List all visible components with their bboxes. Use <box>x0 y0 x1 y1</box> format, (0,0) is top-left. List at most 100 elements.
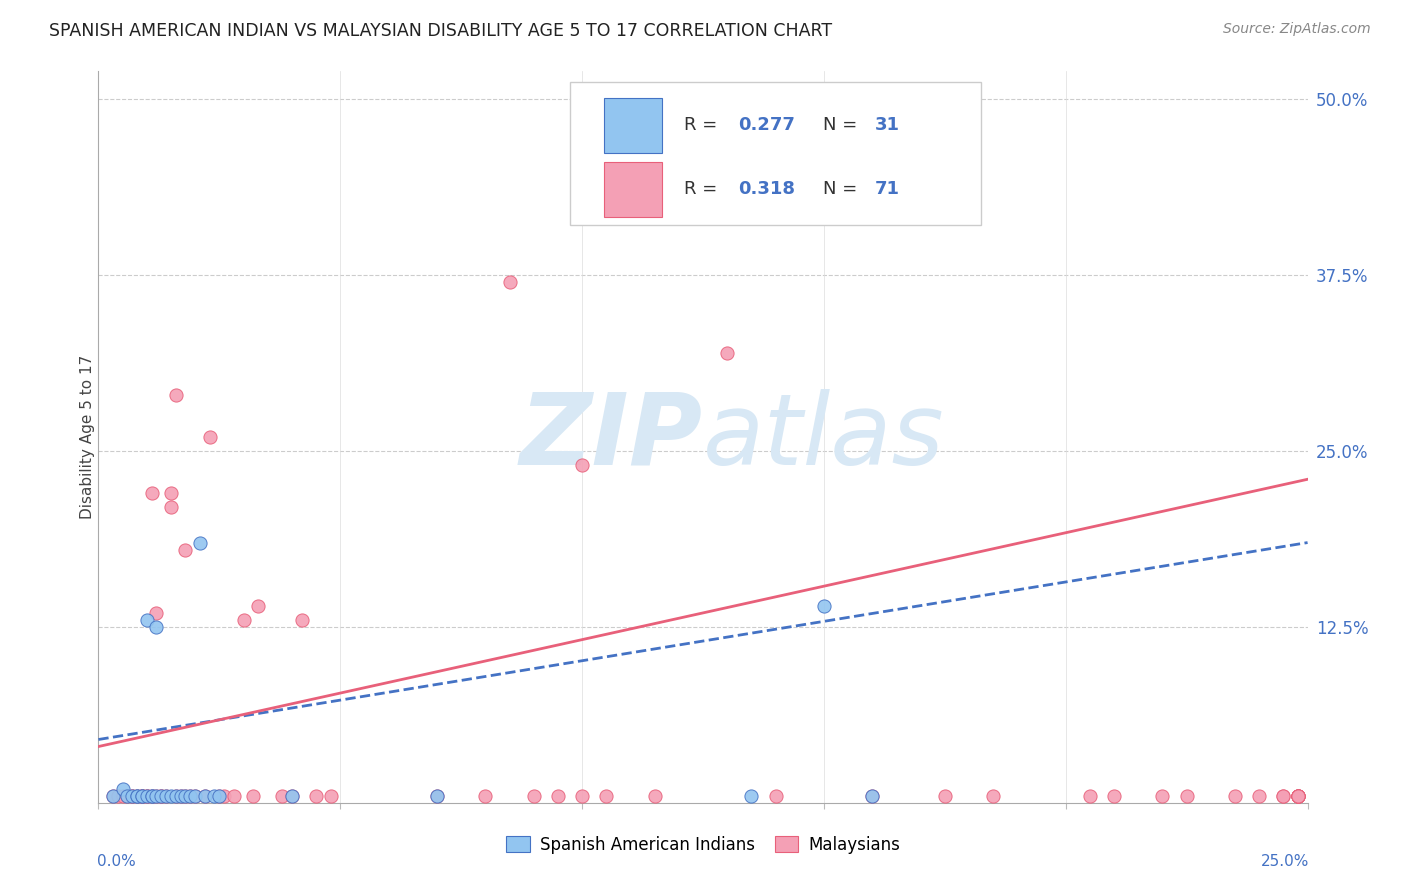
Point <box>135 789 157 803</box>
Point <box>242 789 264 803</box>
Point <box>141 789 163 803</box>
Text: SPANISH AMERICAN INDIAN VS MALAYSIAN DISABILITY AGE 5 TO 17 CORRELATION CHART: SPANISH AMERICAN INDIAN VS MALAYSIAN DIS… <box>49 22 832 40</box>
Point <box>145 789 167 803</box>
Point <box>1175 789 1198 803</box>
Point <box>155 789 177 803</box>
Point <box>165 388 187 402</box>
Point <box>247 599 270 613</box>
Point <box>1078 789 1101 803</box>
Point <box>101 789 124 803</box>
Point <box>837 135 859 149</box>
Point <box>934 789 956 803</box>
Point <box>131 789 153 803</box>
Point <box>141 789 163 803</box>
Point <box>131 789 153 803</box>
Point <box>981 789 1004 803</box>
Text: N =: N = <box>823 117 863 135</box>
Point <box>117 789 139 803</box>
Point <box>1102 789 1125 803</box>
Point <box>860 789 883 803</box>
Point <box>474 789 496 803</box>
Text: 0.277: 0.277 <box>738 117 794 135</box>
Point <box>174 789 197 803</box>
Point <box>127 789 149 803</box>
Point <box>121 789 143 803</box>
Point <box>165 789 187 803</box>
Point <box>145 789 167 803</box>
Point <box>135 789 157 803</box>
Point <box>571 789 593 803</box>
Point <box>1286 789 1309 803</box>
Point <box>194 789 217 803</box>
Point <box>165 789 187 803</box>
Point <box>1249 789 1271 803</box>
Point <box>117 789 139 803</box>
Point <box>547 789 569 803</box>
Point <box>188 535 211 549</box>
Point <box>198 430 221 444</box>
Point <box>127 789 149 803</box>
Point <box>160 500 183 515</box>
Point <box>135 789 157 803</box>
Point <box>208 789 231 803</box>
Point <box>232 613 254 627</box>
Text: N =: N = <box>823 180 863 199</box>
Point <box>290 613 312 627</box>
Point <box>222 789 245 803</box>
Point <box>131 789 153 803</box>
Point <box>1286 789 1309 803</box>
Point <box>131 789 153 803</box>
Point <box>595 789 617 803</box>
Point <box>111 781 134 796</box>
Point <box>740 789 762 803</box>
Y-axis label: Disability Age 5 to 17: Disability Age 5 to 17 <box>80 355 94 519</box>
Point <box>644 789 666 803</box>
Point <box>131 789 153 803</box>
Point <box>179 789 201 803</box>
FancyBboxPatch shape <box>603 162 662 217</box>
Point <box>145 620 167 634</box>
FancyBboxPatch shape <box>569 82 981 225</box>
Point <box>1286 789 1309 803</box>
Text: 71: 71 <box>875 180 900 199</box>
Point <box>121 789 143 803</box>
Point <box>101 789 124 803</box>
Point <box>179 789 201 803</box>
Point <box>169 789 191 803</box>
Text: 31: 31 <box>875 117 900 135</box>
Point <box>204 789 226 803</box>
Point <box>107 789 129 803</box>
Text: R =: R = <box>683 117 723 135</box>
Point <box>860 789 883 803</box>
Point <box>150 789 173 803</box>
Point <box>281 789 304 803</box>
Point <box>169 789 191 803</box>
Text: 0.0%: 0.0% <box>97 854 136 869</box>
Point <box>571 458 593 473</box>
Point <box>305 789 328 803</box>
Point <box>523 789 546 803</box>
Point <box>121 789 143 803</box>
Text: 25.0%: 25.0% <box>1260 854 1309 869</box>
Point <box>813 599 835 613</box>
Point <box>150 789 173 803</box>
Text: R =: R = <box>683 180 723 199</box>
Point <box>174 789 197 803</box>
Point <box>765 789 787 803</box>
Text: atlas: atlas <box>703 389 945 485</box>
Point <box>1223 789 1246 803</box>
Point <box>426 789 449 803</box>
Text: ZIP: ZIP <box>520 389 703 485</box>
Point <box>1286 789 1309 803</box>
FancyBboxPatch shape <box>603 98 662 153</box>
Point <box>184 789 207 803</box>
Point <box>1286 789 1309 803</box>
Point <box>1286 789 1309 803</box>
Point <box>271 789 294 803</box>
Point <box>135 613 157 627</box>
Point <box>319 789 342 803</box>
Point <box>160 486 183 500</box>
Point <box>212 789 235 803</box>
Point <box>281 789 304 803</box>
Point <box>141 789 163 803</box>
